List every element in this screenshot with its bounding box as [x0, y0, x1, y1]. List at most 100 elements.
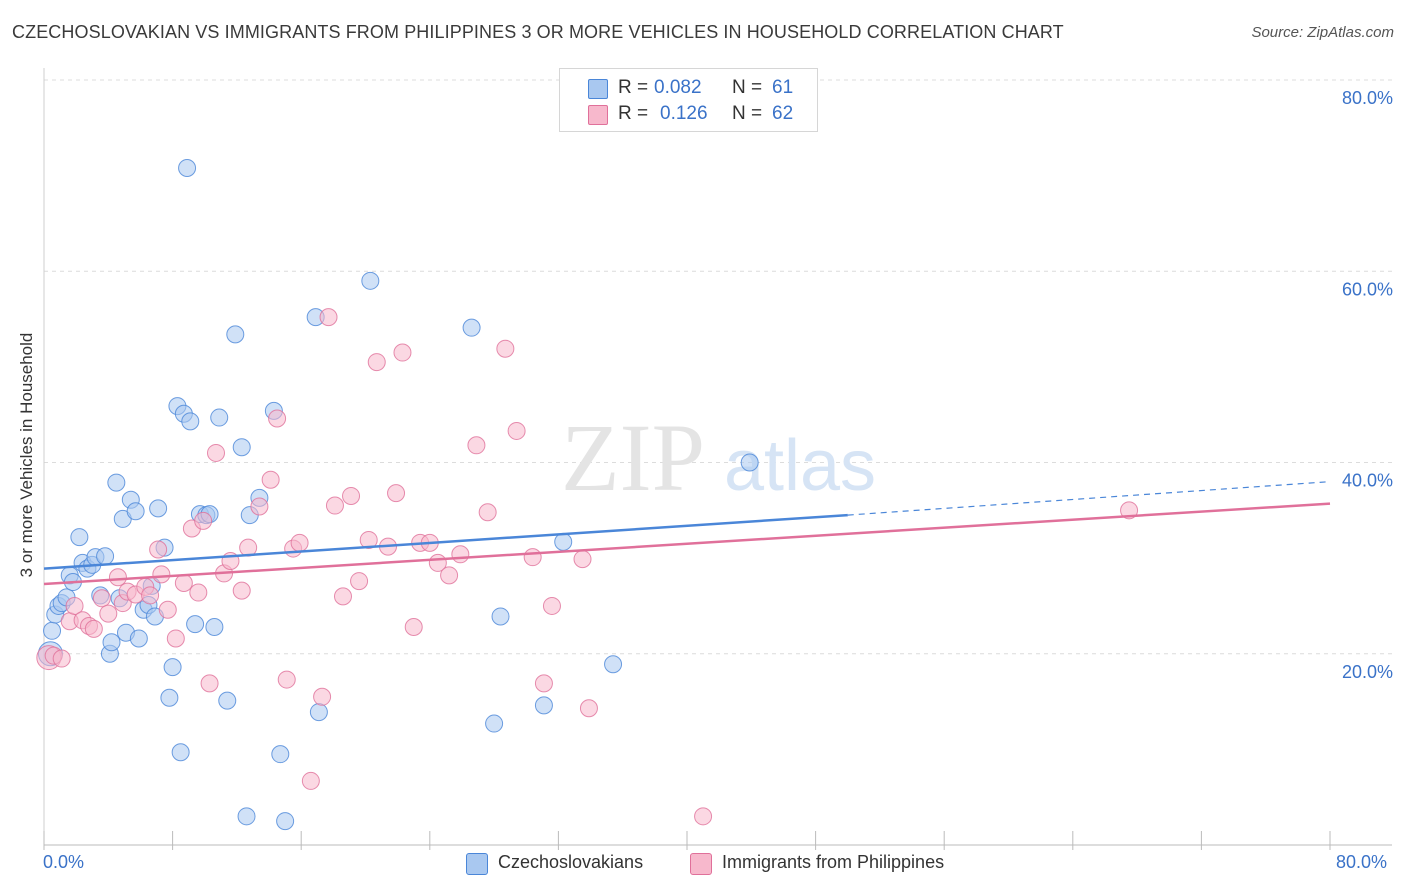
data-point [359, 530, 378, 549]
data-point [99, 604, 118, 623]
data-point [92, 589, 111, 608]
n-label: N = [732, 103, 763, 124]
data-point [333, 587, 352, 606]
data-point [523, 548, 542, 567]
data-point [309, 703, 328, 722]
data-point [361, 271, 380, 290]
data-point [554, 532, 573, 551]
data-point [181, 412, 200, 431]
data-point [507, 421, 526, 440]
data-point [485, 714, 504, 733]
n-value: 61 [772, 77, 794, 98]
n-value: 62 [772, 103, 794, 124]
data-point [579, 699, 598, 718]
y-tick-label: 20.0% [1342, 662, 1393, 682]
data-point [194, 511, 213, 530]
y-axis-title: 3 or more Vehicles in Household [17, 332, 36, 578]
data-point [218, 691, 237, 710]
data-point [342, 486, 361, 505]
data-point [313, 687, 332, 706]
data-point [261, 470, 280, 489]
data-point [107, 473, 126, 492]
data-point [158, 600, 177, 619]
data-point [210, 408, 229, 427]
data-point [152, 565, 171, 584]
data-point [496, 339, 515, 358]
data-point [141, 586, 160, 605]
data-point [350, 572, 369, 591]
data-point [160, 688, 179, 707]
data-point [451, 545, 470, 564]
watermark-zip: ZIP [561, 404, 705, 511]
data-point [393, 343, 412, 362]
data-point [126, 502, 145, 521]
data-point [467, 436, 486, 455]
r-value: 0.126 [660, 103, 708, 124]
chart-title: CZECHOSLOVAKIAN VS IMMIGRANTS FROM PHILI… [12, 22, 1064, 42]
data-point [70, 528, 89, 547]
trend-lines [43, 481, 1331, 586]
data-point [250, 497, 269, 516]
data-point [102, 633, 121, 652]
x-tick-label-min: 0.0% [43, 852, 85, 872]
data-point [604, 655, 623, 674]
data-point [52, 649, 71, 668]
data-point [178, 158, 197, 177]
y-tick-label: 40.0% [1342, 471, 1393, 491]
data-point [1120, 501, 1139, 520]
gridlines [44, 79, 1392, 655]
data-point [129, 629, 148, 648]
data-point [43, 621, 62, 640]
data-point [232, 581, 251, 600]
trend-line [43, 513, 848, 570]
data-point [226, 325, 245, 344]
data-point [166, 629, 185, 648]
trend-line-extension [847, 481, 1331, 516]
data-point [301, 771, 320, 790]
data-point [534, 696, 553, 715]
data-point [189, 583, 208, 602]
y-tick-label: 80.0% [1342, 88, 1393, 108]
data-point [149, 540, 168, 559]
data-point [534, 674, 553, 693]
data-point [271, 745, 290, 764]
data-point [491, 607, 510, 626]
data-point [462, 318, 481, 337]
correlation-legend: R = 0.082 N = 61 R = 0.126 N = 62 [559, 68, 818, 132]
n-label: N = [732, 77, 763, 98]
r-value: 0.082 [654, 77, 702, 98]
data-point [96, 547, 115, 566]
data-point [694, 807, 713, 826]
data-point [171, 743, 190, 762]
trend-line [43, 502, 1331, 586]
data-point [163, 658, 182, 677]
legend-swatch-blue [466, 853, 488, 875]
watermark: ZIP atlas [561, 404, 876, 511]
data-point [186, 615, 205, 634]
data-point [268, 409, 287, 428]
legend-label: Czechoslovakians [498, 852, 644, 872]
source-label: Source: ZipAtlas.com [1251, 24, 1394, 41]
data-point [149, 499, 168, 518]
legend-swatch-blue [588, 79, 608, 99]
scatter-points [36, 158, 1139, 831]
data-point [276, 812, 295, 831]
data-point [290, 533, 309, 552]
r-label: R = [618, 103, 649, 124]
y-tick-label: 60.0% [1342, 279, 1393, 299]
data-point [237, 807, 256, 826]
data-point [404, 617, 423, 636]
data-point [232, 438, 251, 457]
data-point [277, 670, 296, 689]
data-point [108, 568, 127, 587]
data-point [542, 596, 561, 615]
data-point [65, 596, 84, 615]
data-point [207, 443, 226, 462]
data-point [84, 619, 103, 638]
data-point [740, 453, 759, 472]
data-point [325, 496, 344, 515]
data-point [573, 550, 592, 569]
y-tick-labels: 20.0% 40.0% 60.0% 80.0% [1342, 88, 1393, 682]
legend-swatch-pink [588, 105, 608, 125]
